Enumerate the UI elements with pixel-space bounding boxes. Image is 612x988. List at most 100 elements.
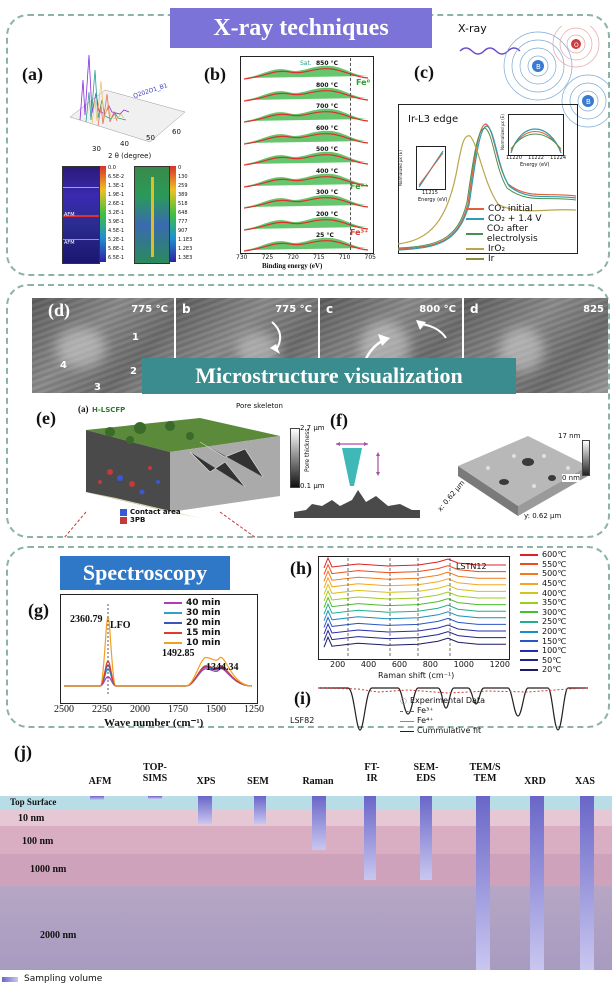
raman-sample-label: LSTN12	[456, 562, 487, 571]
tech-topsims-label: TOP-SIMS	[142, 762, 168, 784]
xrd-tick-4: 60	[172, 128, 181, 136]
xrd-map-left	[62, 166, 100, 264]
layer-10nm	[0, 810, 612, 826]
pore-3d-render	[86, 418, 280, 518]
tech-tem-label: TEM/S TEM	[469, 762, 501, 784]
probe-ftir	[364, 796, 376, 880]
probe-xrd	[530, 796, 544, 970]
afm-zscale	[582, 440, 590, 476]
ftir-legend: 40 min 30 min 20 min 15 min 10 min	[164, 598, 244, 648]
raman-series-10	[323, 622, 506, 635]
xps-temp-label: 200 °C	[316, 210, 339, 218]
afm-tip-diagram	[294, 442, 420, 518]
micro-frame-b-temp: 775 °C	[275, 304, 312, 315]
raman-series-8	[323, 609, 506, 621]
raman-xticks: 200 400 600 800 1000 1200	[330, 660, 510, 669]
raman-legend-item: 400℃	[520, 588, 600, 598]
raman-series-4	[323, 583, 506, 595]
zoom-lines	[63, 511, 257, 539]
probe-topsims	[148, 796, 162, 799]
raman-legend-item: 150℃	[520, 636, 600, 646]
ftir-xlabel: Wave number (cm⁻¹)	[104, 717, 204, 729]
xps-fe2-label: Fe²⁺	[350, 182, 369, 191]
xas-inset-left	[416, 146, 446, 190]
tech-sem-label: SEM	[247, 776, 269, 787]
ftir-legend-item: 10 min	[186, 638, 221, 648]
xrd-tick-2: 40	[120, 140, 129, 148]
raman-legend-item: 200℃	[520, 627, 600, 637]
tech-semeds-label: SEM-EDS	[413, 762, 439, 784]
xps-temp-label: 500 °C	[316, 146, 339, 153]
probe-sem	[254, 796, 266, 824]
raman-legend-item: 20℃	[520, 665, 600, 675]
xas-inset-left-tick: 11215	[422, 190, 438, 196]
micro-grain-2: 2	[130, 366, 137, 377]
xrd-map-label-1: AFM	[64, 212, 75, 218]
xrd-tick-1: 30	[92, 145, 101, 153]
depth-top-surface: Top Surface	[10, 797, 57, 807]
panel-label-d: (d)	[48, 300, 70, 320]
ftir-legend-item: 30 min	[186, 608, 221, 618]
raman-legend-item: 350℃	[520, 598, 600, 608]
raman-legend-item: 600℃	[520, 550, 600, 560]
xrd-3d-plot: Q202O1_B1	[69, 54, 186, 143]
xrd-scale-left	[100, 166, 106, 262]
depth-100nm: 100 nm	[22, 836, 54, 847]
ftir-xticks: 2500 2250 2000 1750 1500 1250	[54, 704, 264, 715]
rotation-arrow-icon	[270, 321, 282, 354]
micro-section-title: Microstructure visualization	[142, 358, 516, 394]
probe-afm	[90, 796, 104, 800]
spectro-section-frame	[6, 546, 610, 728]
raman-series-1	[323, 563, 506, 575]
raman-series-2	[323, 569, 506, 582]
xas-legend-item: IrO₂	[488, 244, 506, 254]
panel-label-g: (g)	[28, 600, 49, 620]
xps-xlabel: Binding energy (eV)	[262, 262, 323, 270]
pore-scale-bar	[290, 428, 300, 488]
xas-inset-right-ylabel: Normalized μx (E)	[500, 114, 505, 150]
raman-series-5	[323, 589, 506, 602]
tech-xrd-label: XRD	[524, 776, 546, 787]
moss-legend-exp: Experimental Data	[409, 696, 485, 705]
afm-y-label: y: 0.62 μm	[524, 512, 562, 520]
raman-series-12	[323, 635, 506, 648]
xrd-scale-right-labels: 0 130 259 389 518 648 777 907 1.1E3 1.2E3 1.3E3	[178, 165, 193, 261]
tech-afm-label: AFM	[88, 776, 112, 787]
mossbauer-spectrum	[318, 687, 588, 731]
xps-xticks: 730 725 720 715 710 705	[236, 254, 376, 261]
xas-inset-right-xlabel: Energy (eV)	[520, 162, 550, 168]
probe-semeds	[420, 796, 432, 880]
raman-series-11	[323, 629, 506, 641]
ftir-series-10-min	[64, 617, 253, 687]
panel-label-a: (a)	[22, 64, 43, 84]
depth-2000nm: 2000 nm	[40, 930, 77, 941]
probe-tem	[476, 796, 490, 970]
micro-grain-3: 3	[94, 382, 101, 393]
xps-temp-label: 800 °C	[316, 81, 339, 89]
xas-inset-left-xlabel: Energy (eV)	[418, 197, 448, 203]
raman-legend-item: 550℃	[520, 560, 600, 570]
sampling-volume-label: Sampling volume	[24, 974, 103, 984]
raman-series-7	[323, 602, 506, 615]
xrd-tick-3: 50	[146, 134, 155, 142]
atom-b2-label: B	[586, 98, 591, 106]
xps-fe3-label: Fe³⁺	[350, 228, 369, 237]
xps-dashed-line	[350, 58, 351, 250]
micro-grain-1: 1	[132, 332, 139, 343]
xas-inset-right-ticks: 11220 11222 11224	[506, 155, 566, 161]
ftir-spectra	[64, 604, 253, 694]
xps-temp-label: 850 °C	[316, 60, 339, 67]
layer-2000nm	[0, 886, 612, 970]
tech-raman-label: Raman	[302, 776, 334, 787]
layer-100nm	[0, 826, 612, 854]
xray-section-title: X-ray techniques	[170, 8, 432, 48]
afm-z-bottom: 0 nm	[562, 474, 580, 482]
xray-text: X-ray	[458, 22, 487, 35]
xas-spectra	[398, 123, 576, 251]
ftir-peak-2: 1492.85	[162, 648, 195, 659]
xas-legend-item: Ir	[488, 254, 495, 264]
ftir-peak-3: 1344.34	[206, 662, 239, 673]
tech-xas-label: XAS	[574, 776, 595, 787]
raman-legend-item: 450℃	[520, 579, 600, 589]
xas-legend: CO₂ initial CO₂ + 1.4 V CO₂ after electr…	[466, 204, 576, 264]
